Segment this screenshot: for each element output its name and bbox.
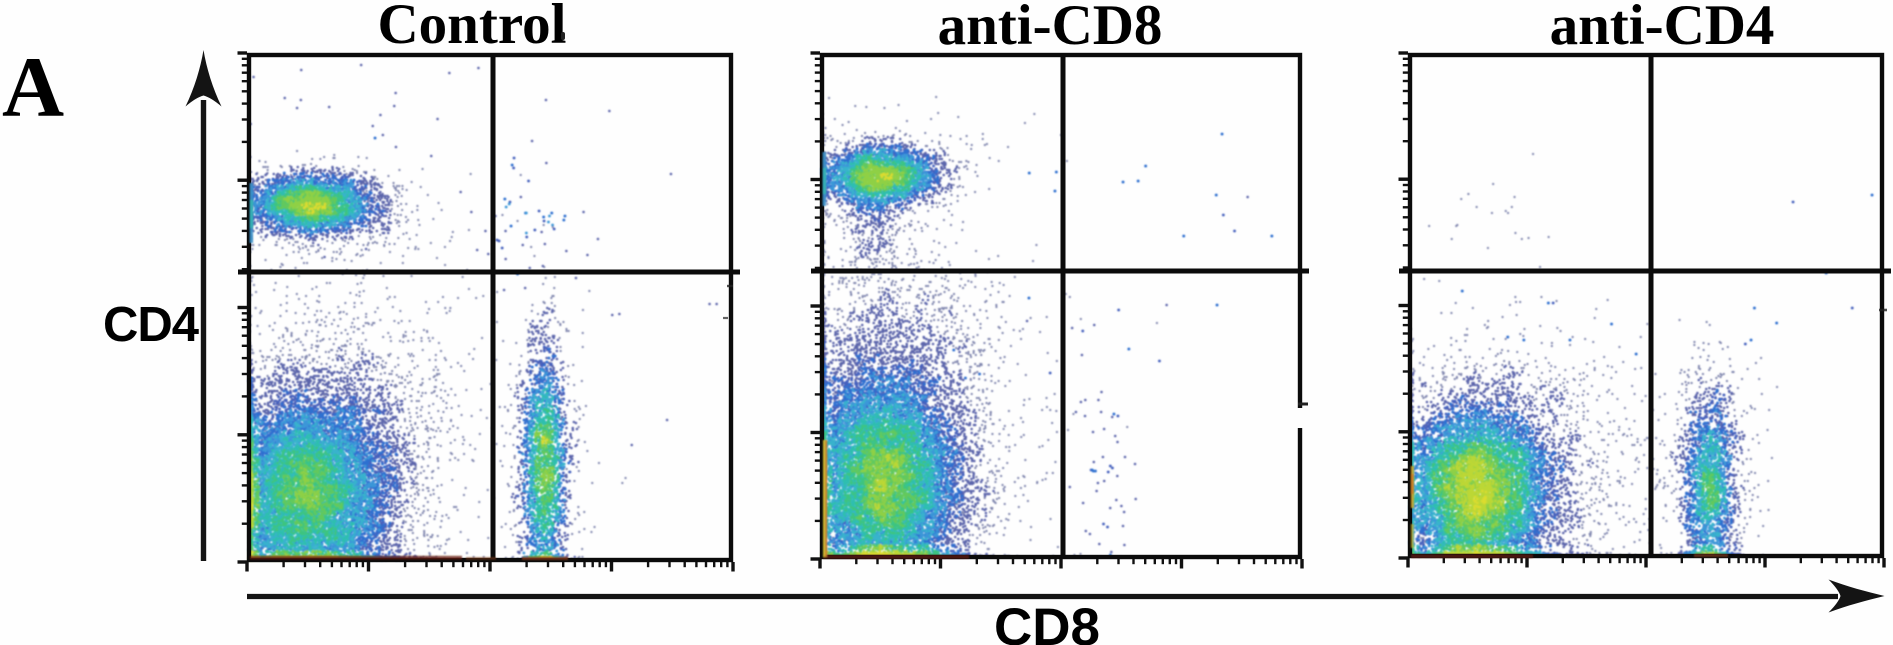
svg-text:CD8: CD8 bbox=[994, 598, 1100, 645]
svg-text:anti-CD8: anti-CD8 bbox=[938, 0, 1163, 57]
svg-text:CD4: CD4 bbox=[103, 298, 199, 352]
svg-text:Control: Control bbox=[378, 0, 567, 56]
svg-text:anti-CD4: anti-CD4 bbox=[1550, 0, 1775, 57]
svg-text:A: A bbox=[2, 39, 64, 135]
